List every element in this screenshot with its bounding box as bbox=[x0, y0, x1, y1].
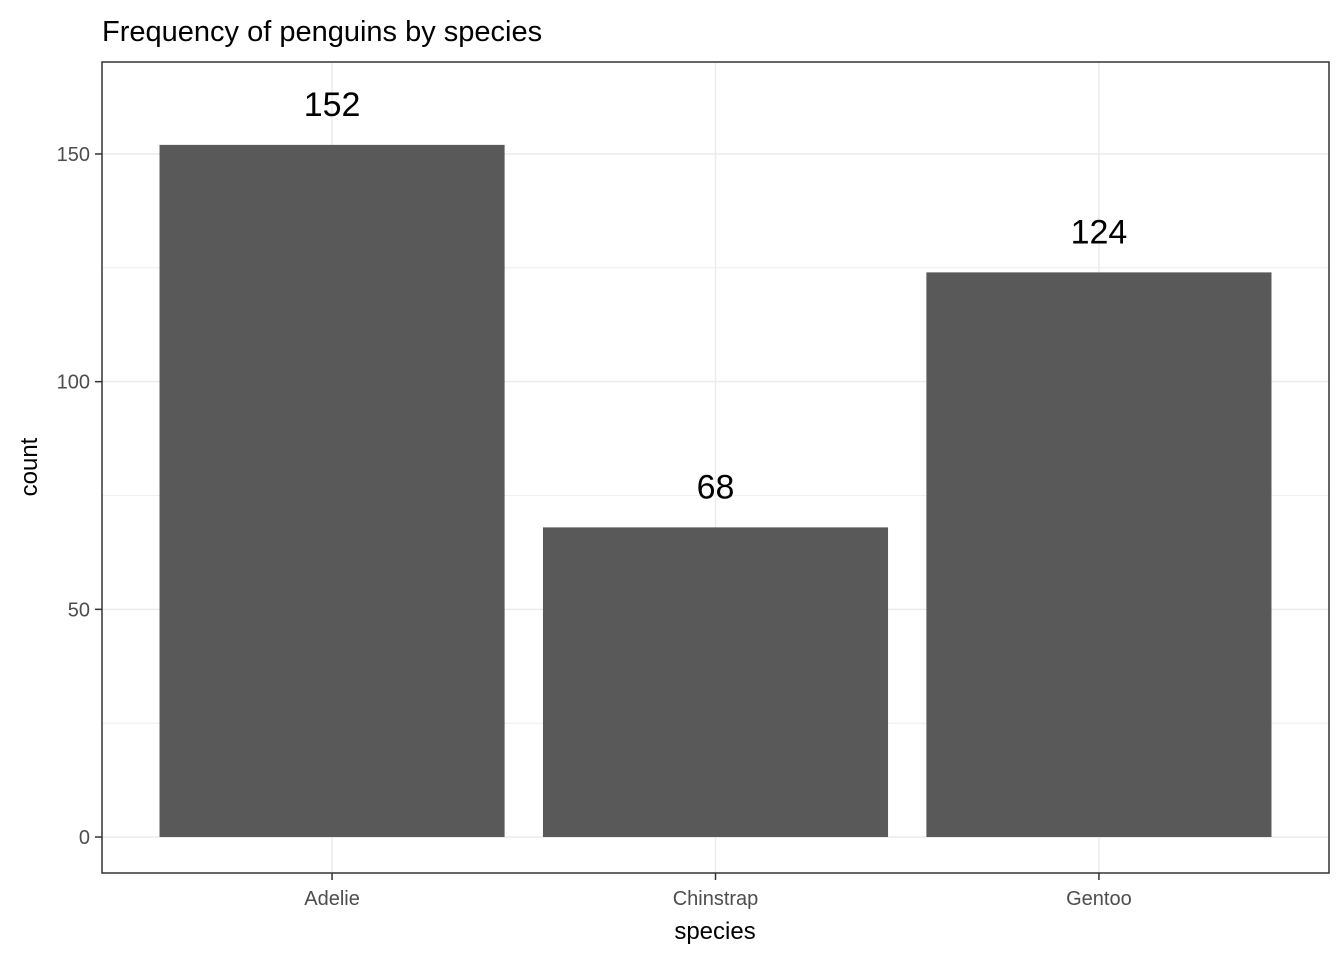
y-axis-title: count bbox=[16, 437, 43, 496]
chart-title: Frequency of penguins by species bbox=[102, 16, 542, 48]
data-label: 68 bbox=[697, 468, 735, 506]
bar-gentoo bbox=[926, 272, 1272, 838]
data-label: 124 bbox=[1071, 213, 1128, 251]
x-tick-label: Chinstrap bbox=[673, 888, 759, 910]
bar-adelie bbox=[159, 144, 505, 838]
bars bbox=[159, 144, 1272, 838]
x-tick-label: Adelie bbox=[304, 888, 360, 910]
y-tick-label: 150 bbox=[57, 144, 90, 166]
x-axis-title: species bbox=[674, 918, 755, 945]
data-labels: 152 68 124 bbox=[304, 86, 1128, 507]
data-label: 152 bbox=[304, 86, 361, 124]
bar-chinstrap bbox=[542, 527, 889, 838]
x-tick-label: Gentoo bbox=[1066, 888, 1132, 910]
x-axis: Adelie Chinstrap Gentoo bbox=[304, 873, 1132, 910]
y-tick-label: 100 bbox=[57, 372, 90, 394]
y-tick-label: 50 bbox=[68, 599, 90, 621]
y-tick-label: 0 bbox=[79, 827, 90, 849]
y-axis: 0 50 100 150 bbox=[57, 144, 102, 849]
